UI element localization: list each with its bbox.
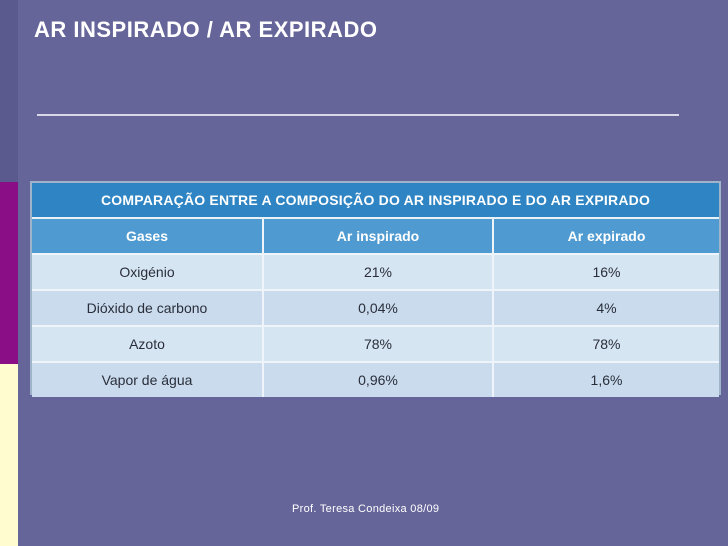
table-body: Oxigénio 21% 16% Dióxido de carbono 0,04… <box>32 253 719 397</box>
expired-value-cell: 4% <box>596 300 617 316</box>
gas-name-cell: Dióxido de carbono <box>32 291 264 325</box>
gas-name-cell: Azoto <box>32 327 264 361</box>
gas-name-cell: Vapor de água <box>32 363 264 397</box>
header-inspired-air: Ar inspirado <box>264 219 494 253</box>
slide-footer: Prof. Teresa Condeixa 08/09 <box>292 503 440 515</box>
table-row: Azoto 78% 78% <box>32 325 719 361</box>
table-header-row: Gases Ar inspirado Ar expirado <box>32 217 719 253</box>
inspired-value-cell: 0,96% <box>264 363 494 397</box>
header-gases: Gases <box>32 219 264 253</box>
table-caption: COMPARAÇÃO ENTRE A COMPOSIÇÃO DO AR INSP… <box>32 183 719 217</box>
title-divider <box>37 114 679 116</box>
inspired-value-cell: 0,04% <box>264 291 494 325</box>
table-row: Dióxido de carbono 0,04% 4% <box>32 289 719 325</box>
expired-value-cell: 78% <box>592 336 621 352</box>
expired-value-cell: 16% <box>592 264 621 280</box>
inspired-value-cell: 78% <box>264 327 494 361</box>
header-expired-air: Ar expirado <box>567 228 646 244</box>
left-accent-bar-top <box>0 0 18 182</box>
left-accent-bar-middle <box>0 182 18 364</box>
table-row: Vapor de água 0,96% 1,6% <box>32 361 719 397</box>
inspired-value-cell: 21% <box>264 255 494 289</box>
table-row: Oxigénio 21% 16% <box>32 253 719 289</box>
comparison-table: COMPARAÇÃO ENTRE A COMPOSIÇÃO DO AR INSP… <box>30 181 721 397</box>
expired-value-cell: 1,6% <box>590 372 623 388</box>
left-accent-bar-bottom <box>0 364 18 546</box>
slide-title: AR INSPIRADO / AR EXPIRADO <box>34 17 378 42</box>
gas-name-cell: Oxigénio <box>32 255 264 289</box>
